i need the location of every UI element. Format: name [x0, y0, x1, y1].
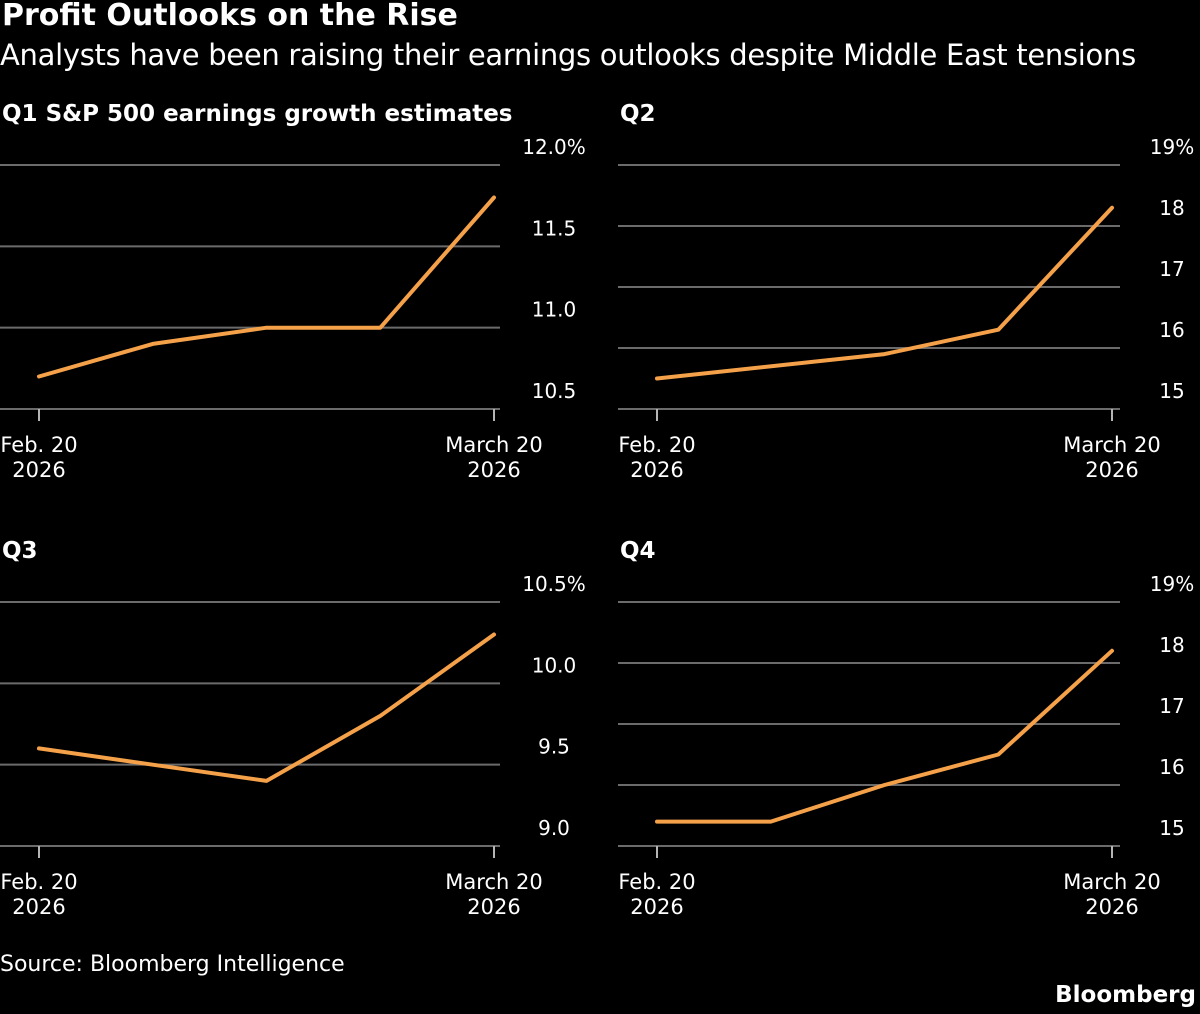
y-tick-label: 18 — [1159, 633, 1184, 657]
panel-title: Q2 — [620, 101, 656, 127]
x-tick-label: Feb. 20 — [618, 433, 695, 457]
y-tick-label: 11.0 — [532, 298, 577, 322]
y-tick-label: 17 — [1159, 257, 1184, 281]
bloomberg-logo: Bloomberg — [1055, 982, 1196, 1008]
x-tick-label: 2026 — [12, 458, 65, 482]
panel-title: Q4 — [620, 538, 656, 564]
y-tick-label: 9.0 — [538, 816, 570, 840]
x-tick-label: 2026 — [1085, 895, 1138, 919]
x-tick-label: 2026 — [12, 895, 65, 919]
x-tick-label: 2026 — [630, 458, 683, 482]
x-tick-label: March 20 — [445, 870, 542, 894]
x-tick-label: March 20 — [445, 433, 542, 457]
y-tick-label: 15 — [1159, 816, 1184, 840]
y-tick-label: 15 — [1159, 379, 1184, 403]
y-tick-label: 10.5 — [532, 379, 577, 403]
x-tick-label: 2026 — [467, 895, 520, 919]
x-tick-label: March 20 — [1063, 433, 1160, 457]
x-tick-label: March 20 — [1063, 870, 1160, 894]
x-tick-label: Feb. 20 — [0, 870, 77, 894]
y-tick-label: 16 — [1159, 755, 1184, 779]
x-tick-label: 2026 — [1085, 458, 1138, 482]
source-note: Source: Bloomberg Intelligence — [0, 952, 345, 977]
x-tick-label: Feb. 20 — [0, 433, 77, 457]
y-tick-label: 12.0% — [522, 135, 586, 159]
chart-title: Profit Outlooks on the Rise — [2, 0, 458, 33]
series-line — [655, 648, 1114, 824]
y-tick-label: 16 — [1159, 318, 1184, 342]
x-tick-label: Feb. 20 — [618, 870, 695, 894]
y-tick-label: 10.0 — [532, 653, 577, 677]
y-tick-label: 10.5% — [522, 572, 586, 596]
y-tick-label: 19% — [1150, 135, 1194, 159]
chart-subtitle: Analysts have been raising their earning… — [0, 38, 1136, 72]
series-line — [37, 632, 496, 783]
panel-title: Q3 — [2, 538, 38, 564]
x-tick-label: 2026 — [467, 458, 520, 482]
x-tick-label: 2026 — [630, 895, 683, 919]
y-tick-label: 18 — [1159, 196, 1184, 220]
chart-panel-1: Q1 S&P 500 earnings growth estimates 12.0… — [0, 101, 586, 482]
series-line — [37, 195, 496, 379]
panel-title: Q1 S&P 500 earnings growth estimates — [2, 101, 513, 127]
y-tick-label: 9.5 — [538, 735, 570, 759]
y-tick-label: 19% — [1150, 572, 1194, 596]
y-tick-label: 17 — [1159, 694, 1184, 718]
series-line — [655, 205, 1114, 381]
y-tick-label: 11.5 — [532, 216, 577, 240]
